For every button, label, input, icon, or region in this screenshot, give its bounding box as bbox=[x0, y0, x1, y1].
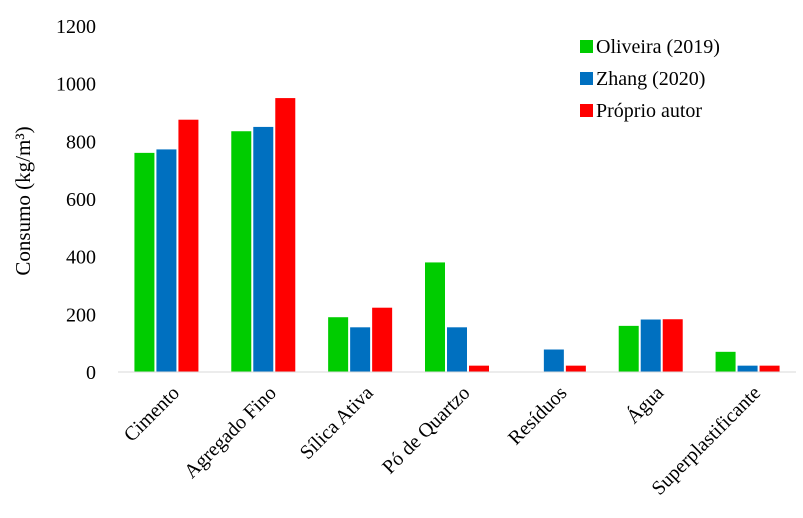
y-axis: 0 200 400 600 800 1000 1200 bbox=[56, 16, 96, 384]
y-tick-label: 1200 bbox=[56, 16, 96, 38]
bar bbox=[156, 149, 177, 372]
legend-swatch bbox=[580, 72, 593, 85]
legend-swatch bbox=[580, 104, 593, 117]
bar bbox=[565, 365, 586, 372]
legend-label: Zhang (2020) bbox=[596, 68, 705, 90]
bar bbox=[447, 327, 467, 372]
bar bbox=[134, 152, 155, 372]
bar bbox=[425, 262, 445, 372]
y-tick-label: 0 bbox=[86, 362, 96, 384]
x-tick-label: Pó de Quartzo bbox=[378, 382, 474, 478]
bar bbox=[469, 365, 489, 372]
y-tick-label: 1000 bbox=[56, 74, 96, 96]
bars bbox=[134, 98, 780, 373]
bar bbox=[715, 351, 736, 372]
bar bbox=[640, 319, 661, 372]
bar bbox=[253, 126, 274, 373]
y-tick-label: 600 bbox=[66, 189, 96, 211]
bar bbox=[618, 325, 639, 372]
bar bbox=[372, 307, 393, 372]
x-tick-label: Sílica Ativa bbox=[296, 382, 378, 464]
y-tick-label: 800 bbox=[66, 131, 96, 153]
bar bbox=[662, 319, 683, 372]
bar bbox=[759, 365, 780, 372]
x-tick-label: Agregado Fino bbox=[180, 382, 281, 483]
bar bbox=[178, 119, 199, 372]
y-axis-title: Consumo (kg/m³) bbox=[11, 126, 35, 275]
bar bbox=[350, 327, 371, 372]
x-tick-label: Resíduos bbox=[504, 382, 572, 450]
legend-label: Oliveira (2019) bbox=[596, 36, 720, 58]
bar bbox=[275, 98, 296, 372]
bar bbox=[231, 131, 252, 372]
x-tick-label: Água bbox=[621, 381, 668, 428]
legend: Oliveira (2019) Zhang (2020) Próprio autor bbox=[580, 36, 720, 122]
y-tick-label: 400 bbox=[66, 247, 96, 269]
legend-label: Próprio autor bbox=[596, 100, 702, 122]
bar bbox=[543, 349, 564, 372]
x-tick-label: Cimento bbox=[120, 382, 184, 446]
bar bbox=[328, 317, 349, 372]
bar bbox=[737, 365, 758, 372]
y-tick-label: 200 bbox=[66, 304, 96, 326]
legend-swatch bbox=[580, 40, 593, 53]
